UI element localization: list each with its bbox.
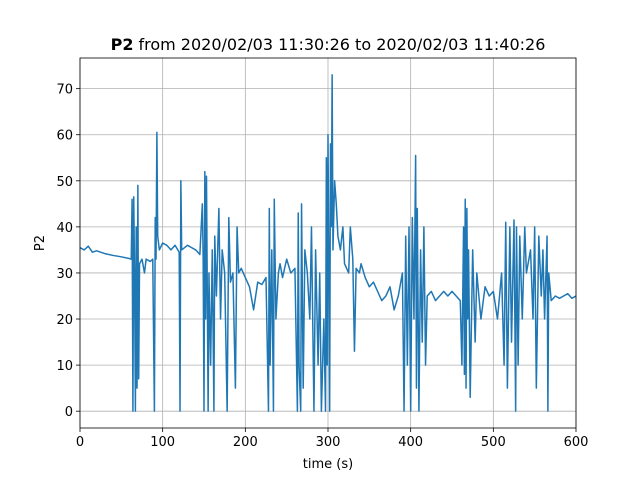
- x-tick-label: 500: [481, 435, 506, 450]
- y-tick-label: 50: [56, 175, 73, 190]
- y-tick-label: 0: [65, 405, 73, 420]
- x-tick-label: 300: [316, 435, 341, 450]
- x-axis-label: time (s): [303, 457, 353, 472]
- y-tick-label: 70: [56, 83, 73, 98]
- x-tick-label: 400: [398, 435, 423, 450]
- x-tick-label: 100: [150, 435, 175, 450]
- title-range: from 2020/02/03 11:30:26 to 2020/02/03 1…: [138, 35, 545, 54]
- y-tick-label: 60: [56, 129, 73, 144]
- title-name: P2: [111, 35, 134, 54]
- x-tick-label: 0: [76, 435, 84, 450]
- line-series: [80, 74, 576, 412]
- x-tick-label: 600: [564, 435, 589, 450]
- y-axis-label: P2: [33, 235, 48, 251]
- y-tick-label: 40: [56, 221, 73, 236]
- chart-title: P2 from 2020/02/03 11:30:26 to 2020/02/03…: [111, 35, 546, 54]
- y-tick-label: 20: [56, 313, 73, 328]
- y-tick-label: 30: [56, 267, 73, 282]
- plot-frame: [79, 57, 577, 429]
- x-tick-label: 200: [233, 435, 258, 450]
- y-tick-label: 10: [56, 359, 73, 374]
